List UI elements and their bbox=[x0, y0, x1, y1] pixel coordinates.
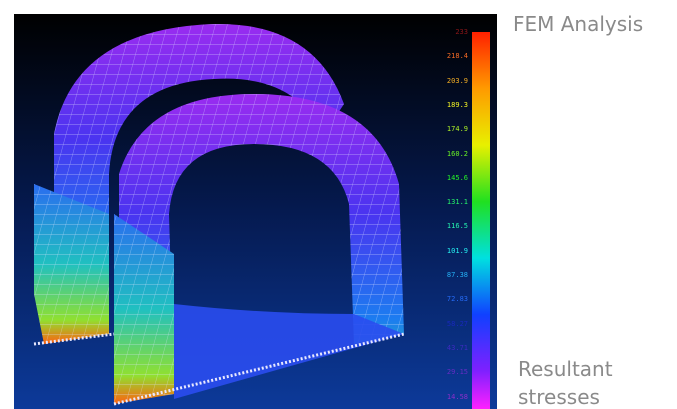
subtitle: Resultant stresses bbox=[518, 355, 638, 409]
page: 233 218.4 203.9 189.3 174.9 160.2 145.6 131.1 11… bbox=[0, 0, 677, 409]
scale-label: 145.6 bbox=[440, 174, 468, 182]
scale-label: 58.27 bbox=[440, 320, 468, 328]
scale-label: 29.15 bbox=[440, 368, 468, 376]
scale-label: 101.9 bbox=[440, 247, 468, 255]
scale-label: 218.4 bbox=[440, 52, 468, 60]
scale-label: 72.83 bbox=[440, 295, 468, 303]
scale-label: 116.5 bbox=[440, 222, 468, 230]
scale-label: 43.71 bbox=[440, 344, 468, 352]
scale-label: 131.1 bbox=[440, 198, 468, 206]
scale-label: 189.3 bbox=[440, 101, 468, 109]
scale-label: 87.38 bbox=[440, 271, 468, 279]
scale-label: 14.58 bbox=[440, 393, 468, 401]
scale-label: 160.2 bbox=[440, 150, 468, 158]
scale-label: 174.9 bbox=[440, 125, 468, 133]
scale-label: 233 bbox=[440, 28, 468, 36]
title: FEM Analysis bbox=[513, 12, 643, 36]
scale-labels: 233 218.4 203.9 189.3 174.9 160.2 145.6 131.1 11… bbox=[14, 14, 497, 409]
scale-label: 203.9 bbox=[440, 77, 468, 85]
